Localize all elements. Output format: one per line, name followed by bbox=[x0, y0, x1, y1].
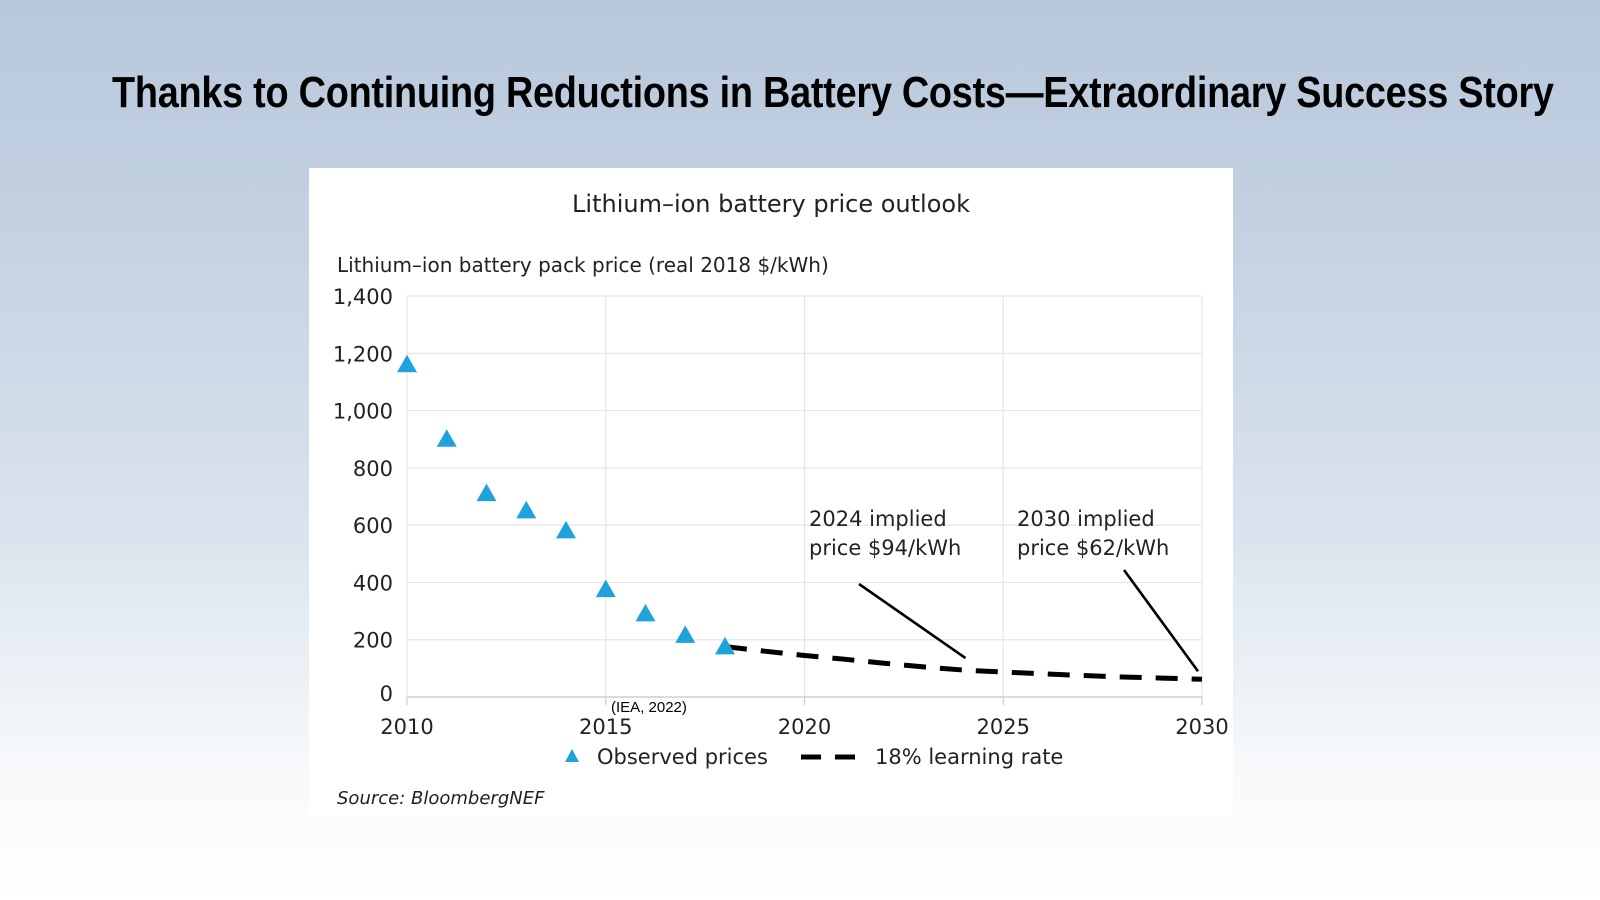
observed-price-point bbox=[675, 625, 696, 643]
y-tick-label: 0 bbox=[380, 682, 393, 706]
y-tick-label: 1,200 bbox=[333, 342, 393, 366]
learning-rate-dashed-line bbox=[724, 644, 1203, 682]
annotation-text: price $62/kWh bbox=[1017, 536, 1169, 560]
x-tick-label: 2030 bbox=[1175, 715, 1228, 739]
citation: (IEA, 2022) bbox=[611, 699, 687, 716]
observed-prices-series bbox=[397, 354, 735, 655]
annotation-leader-line bbox=[1122, 569, 1200, 673]
y-tick-label: 600 bbox=[353, 514, 393, 538]
observed-price-point bbox=[436, 429, 457, 447]
observed-price-point bbox=[595, 579, 616, 598]
y-tick-label: 800 bbox=[353, 457, 393, 481]
observed-price-point bbox=[556, 520, 576, 539]
observed-price-point bbox=[635, 603, 656, 622]
annotation-text: 2030 implied bbox=[1017, 507, 1155, 531]
learning-rate-line bbox=[724, 644, 1203, 682]
slide-title: Thanks to Continuing Reductions in Batte… bbox=[112, 68, 1554, 117]
annotation-text: price $94/kWh bbox=[809, 536, 961, 560]
legend-label-observed: Observed prices bbox=[597, 745, 768, 769]
y-tick-label: 1,000 bbox=[333, 400, 393, 424]
y-tick-label: 200 bbox=[353, 629, 393, 653]
x-tick-label: 2025 bbox=[977, 715, 1030, 739]
grid bbox=[407, 295, 1203, 697]
annotations: 2024 implied price $94/kWh 2030 implied pri… bbox=[809, 507, 1200, 673]
annotation-leader-line bbox=[858, 582, 967, 660]
y-tick-label: 1,400 bbox=[333, 285, 393, 309]
chart-card: Lithium–ion battery price outlook Lithiu… bbox=[309, 168, 1233, 816]
observed-price-point bbox=[516, 500, 537, 519]
chart-title: Lithium–ion battery price outlook bbox=[572, 190, 970, 218]
x-tick-label: 2010 bbox=[380, 715, 433, 739]
legend-triangle-icon bbox=[565, 749, 579, 762]
y-tick-labels: 0 200 400 600 800 1,000 1,200 1,400 bbox=[333, 285, 393, 706]
y-tick-label: 400 bbox=[353, 571, 393, 595]
observed-price-point bbox=[715, 636, 735, 655]
chart-svg: Lithium–ion battery pack price (real 201… bbox=[333, 253, 1229, 809]
observed-price-point bbox=[476, 483, 497, 502]
observed-price-point bbox=[397, 354, 417, 373]
x-tick-label: 2020 bbox=[778, 715, 831, 739]
x-tick-label: 2015 bbox=[579, 715, 632, 739]
y-axis-label: Lithium–ion battery pack price (real 201… bbox=[337, 253, 829, 277]
source-note: Source: BloombergNEF bbox=[337, 788, 545, 809]
legend-label-learning-rate: 18% learning rate bbox=[875, 745, 1063, 769]
annotation-text: 2024 implied bbox=[809, 507, 947, 531]
legend: Observed prices 18% learning rate bbox=[565, 745, 1063, 769]
x-tick-labels: 2010 2015 2020 2025 2030 bbox=[380, 715, 1228, 739]
